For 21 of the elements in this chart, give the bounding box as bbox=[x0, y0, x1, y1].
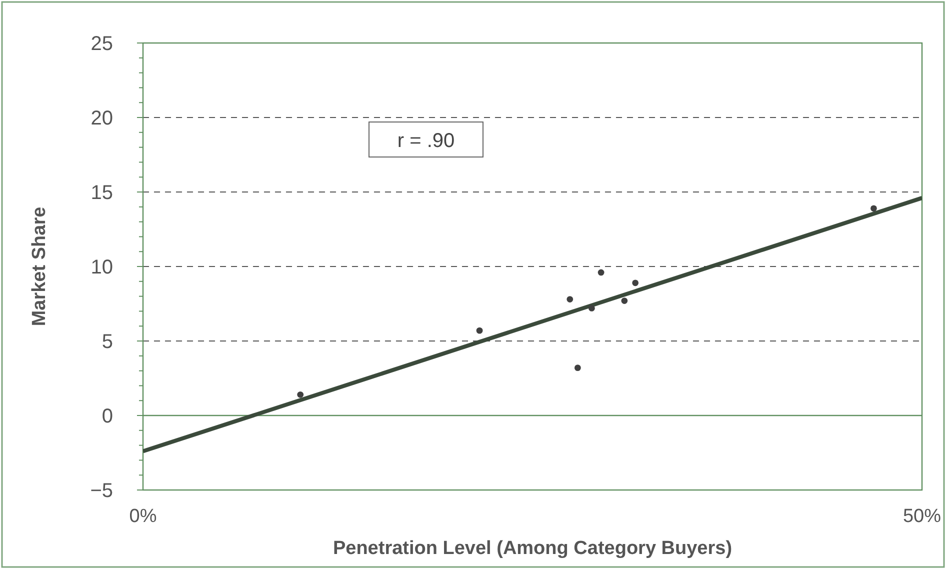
x-tick-label: 0% bbox=[129, 506, 157, 527]
y-axis-title: Market Share bbox=[29, 206, 50, 326]
point bbox=[476, 327, 483, 334]
annotation: r = .90 bbox=[397, 130, 455, 152]
point bbox=[566, 296, 574, 302]
y-tick-label: 5 bbox=[102, 331, 113, 353]
y-tick-label: 20 bbox=[90, 108, 113, 130]
point bbox=[598, 269, 604, 276]
y-tick-label: −5 bbox=[90, 480, 113, 502]
x-axis-title: Penetration Level (Among Category Buyers) bbox=[332, 538, 732, 559]
y-tick-label: 15 bbox=[90, 182, 113, 204]
point bbox=[297, 391, 304, 398]
point bbox=[621, 298, 628, 304]
y-tick-label: 10 bbox=[90, 256, 113, 278]
point bbox=[588, 305, 595, 312]
y-tick-label: 0 bbox=[102, 406, 113, 428]
x-tick-label: 50% bbox=[902, 506, 942, 527]
y-tick-label: 25 bbox=[90, 33, 113, 55]
point bbox=[632, 280, 639, 286]
point bbox=[870, 205, 877, 212]
point bbox=[574, 364, 581, 372]
